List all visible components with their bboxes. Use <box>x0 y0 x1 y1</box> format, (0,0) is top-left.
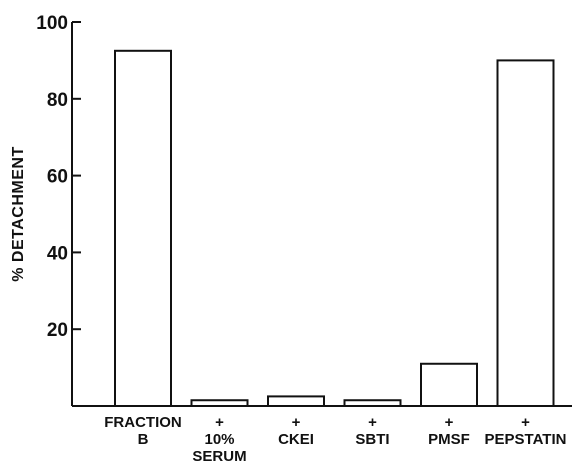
x-category-label: + CKEI <box>278 414 314 448</box>
bar <box>190 399 249 407</box>
bar <box>420 362 478 408</box>
y-ticks-group: 20 40 60 80 100 <box>36 13 81 341</box>
y-tick-label: 80 <box>47 90 68 111</box>
x-labels-group: FRACTION B + 10% SERUM + CKEI + SBTI + PMSF + PEPSTA… <box>104 414 566 465</box>
bar <box>343 399 402 407</box>
plot-area: 20 40 60 80 100 FRACTION B + 10% SERUM + CKEI + SBTI… <box>36 13 572 465</box>
y-axis-label: % DETACHMENT <box>10 146 27 281</box>
x-category-label: + PMSF <box>428 414 470 448</box>
y-tick-label: 100 <box>36 13 68 34</box>
x-category-label: + SBTI <box>355 414 389 448</box>
bar <box>114 49 172 408</box>
x-category-label: +10% SERUM <box>192 414 246 465</box>
y-tick-label: 40 <box>47 243 68 264</box>
x-category-label: + PEPSTATIN <box>485 414 567 448</box>
bars-group <box>114 49 555 408</box>
y-tick-label: 60 <box>47 167 68 188</box>
bar <box>267 395 325 407</box>
bar <box>496 59 555 408</box>
y-tick-label: 20 <box>47 320 68 341</box>
x-category-label: FRACTION B <box>104 414 182 448</box>
